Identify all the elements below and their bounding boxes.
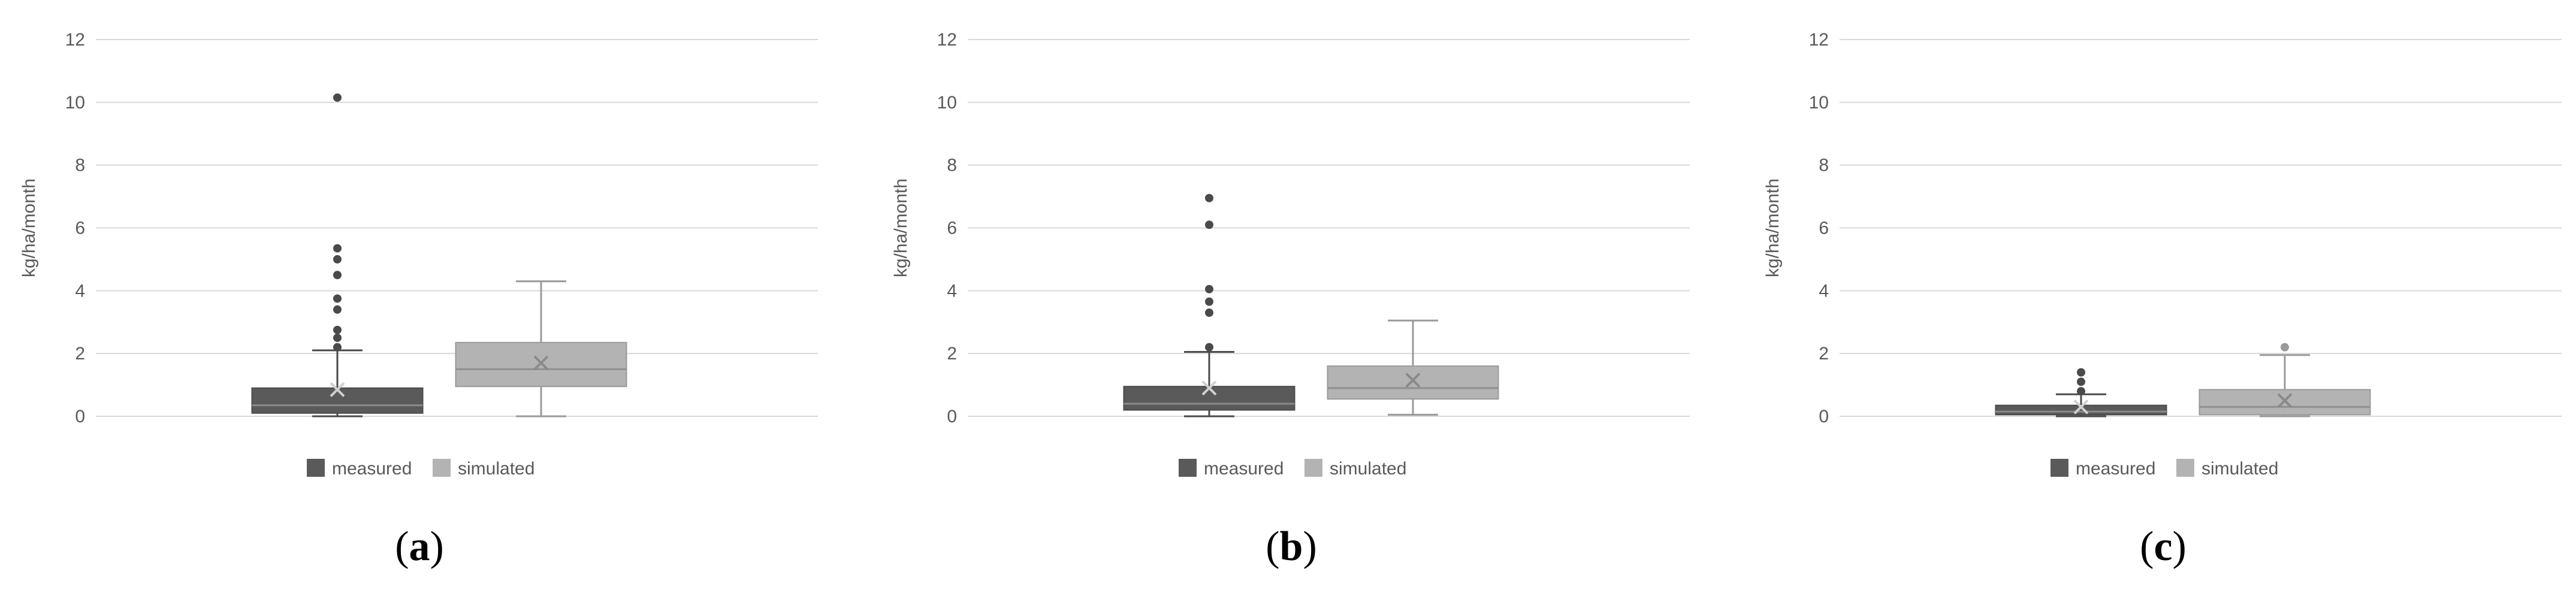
y-tick-label: 8 <box>75 156 85 176</box>
legend: measured simulated <box>307 459 534 479</box>
outlier-point <box>1205 297 1213 306</box>
y-axis-label: kg/ha/month <box>19 178 39 277</box>
outlier-point <box>333 333 342 342</box>
y-tick-label: 4 <box>947 281 957 301</box>
outlier-point <box>2281 343 2289 352</box>
y-tick-label: 6 <box>947 219 957 238</box>
iqr-box <box>1123 386 1295 411</box>
y-tick-label: 4 <box>75 281 85 301</box>
y-tick-label: 2 <box>1819 344 1829 364</box>
y-tick-label: 2 <box>947 344 957 364</box>
legend-swatch-simulated <box>1304 459 1322 477</box>
outlier-point <box>1205 285 1213 294</box>
outlier-point <box>2077 387 2085 396</box>
y-tick-label: 6 <box>75 219 85 238</box>
outlier-point <box>1205 193 1213 202</box>
mean-marker <box>2073 399 2089 415</box>
mean-marker <box>330 382 345 397</box>
y-tick-label: 0 <box>947 407 957 426</box>
outlier-point <box>333 255 342 264</box>
legend-swatch-measured <box>1179 459 1197 477</box>
box-simulated <box>455 280 627 417</box>
outlier-point <box>1205 220 1213 229</box>
mean-marker <box>1405 373 1421 388</box>
box-measured <box>251 93 424 417</box>
y-tick-label: 0 <box>1819 407 1829 426</box>
outlier-point <box>333 244 342 253</box>
outlier-point <box>333 305 342 314</box>
mean-marker <box>1201 380 1217 396</box>
mean-marker <box>2277 393 2293 409</box>
box-simulated <box>2198 343 2371 417</box>
mean-marker <box>533 355 549 371</box>
outlier-point <box>1205 343 1213 352</box>
legend-label-simulated: simulated <box>1330 459 1406 479</box>
legend-label-measured: measured <box>332 459 412 479</box>
legend: measured simulated <box>1179 459 1406 479</box>
legend-label-simulated: simulated <box>2201 459 2278 479</box>
chart-panel-b: 0 2 4 6 8 10 12 kg/ha/month measured simulated (b) <box>891 30 1690 570</box>
legend-label-simulated: simulated <box>458 459 534 479</box>
legend: measured simulated <box>2050 459 2278 479</box>
y-tick-label: 12 <box>65 30 85 50</box>
y-tick-label: 2 <box>75 344 85 364</box>
y-tick-label: 10 <box>65 93 85 113</box>
outlier-point <box>333 325 342 334</box>
iqr-box <box>1327 365 1499 400</box>
outlier-point <box>333 343 342 352</box>
legend-swatch-simulated <box>2176 459 2194 477</box>
y-axis-label: kg/ha/month <box>891 178 911 277</box>
y-tick-label: 8 <box>947 156 957 176</box>
y-axis-label: kg/ha/month <box>1763 178 1783 277</box>
y-tick-label: 12 <box>1809 30 1829 50</box>
legend-swatch-measured <box>307 459 325 477</box>
y-tick-label: 4 <box>1819 281 1829 301</box>
legend-label-measured: measured <box>1204 459 1284 479</box>
legend-swatch-simulated <box>433 459 451 477</box>
box-simulated <box>1327 319 1499 416</box>
iqr-box <box>251 387 424 414</box>
panel-label: (a) <box>395 524 444 570</box>
box-measured <box>1995 368 2167 417</box>
outlier-point <box>333 93 342 102</box>
outlier-point <box>333 271 342 280</box>
panel-label: (c) <box>2140 524 2187 570</box>
panel-label: (b) <box>1266 524 1317 570</box>
y-tick-label: 10 <box>937 93 957 113</box>
box-measured <box>1123 193 1295 417</box>
chart-panel-c: 0 2 4 6 8 10 12 kg/ha/month measured simulated (c) <box>1763 30 2562 570</box>
outlier-point <box>2077 368 2085 377</box>
outlier-point <box>2077 377 2085 386</box>
y-tick-label: 12 <box>937 30 957 50</box>
y-tick-label: 10 <box>1809 93 1829 113</box>
y-tick-label: 8 <box>1819 156 1829 176</box>
outlier-point <box>1205 308 1213 317</box>
legend-swatch-measured <box>2050 459 2068 477</box>
chart-panel-a: 0 2 4 6 8 10 12 kg/ha/month measured simulated (a) <box>19 30 818 570</box>
outlier-point <box>333 294 342 303</box>
y-tick-label: 6 <box>1819 219 1829 238</box>
legend-label-measured: measured <box>2076 459 2155 479</box>
y-tick-label: 0 <box>75 407 85 426</box>
